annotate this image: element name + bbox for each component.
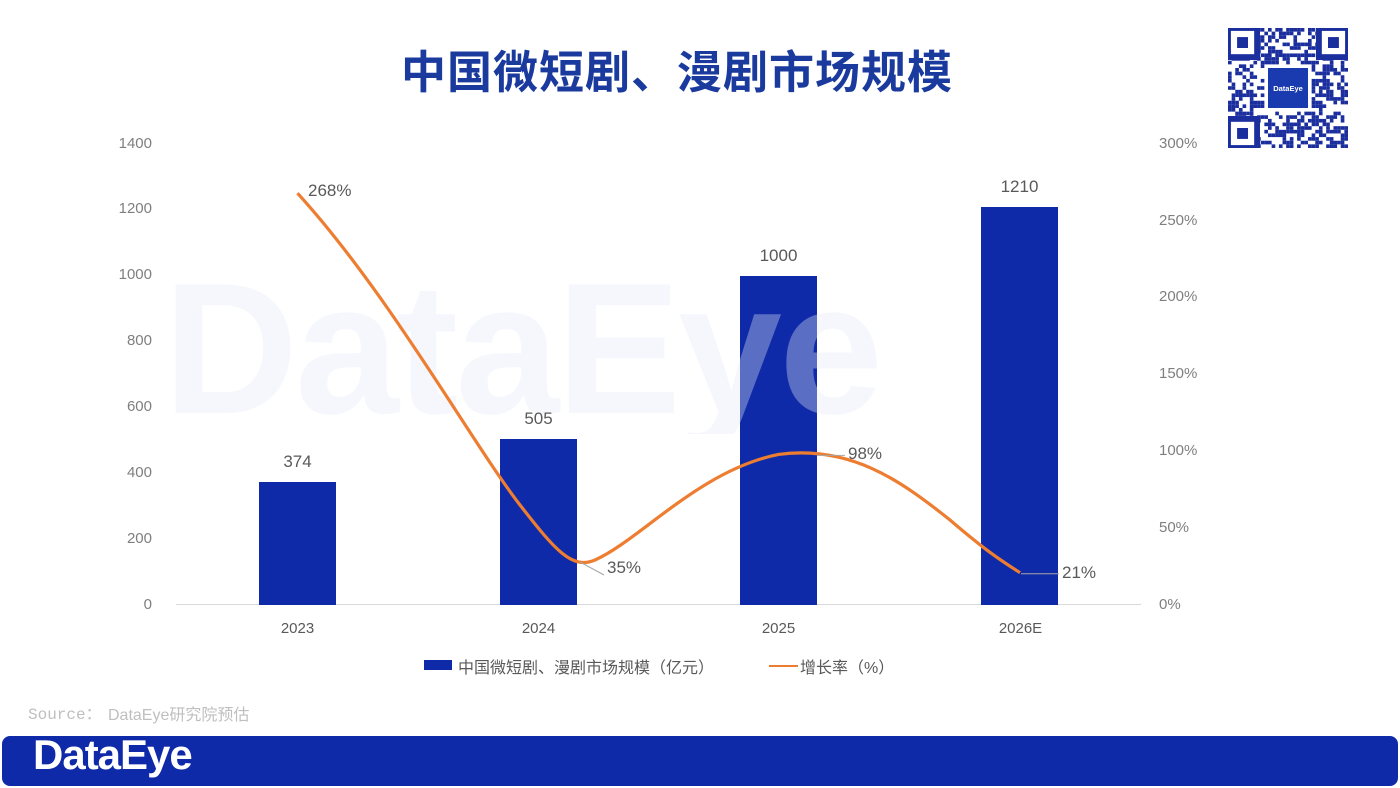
- svg-text:DataEye: DataEye: [1273, 84, 1303, 93]
